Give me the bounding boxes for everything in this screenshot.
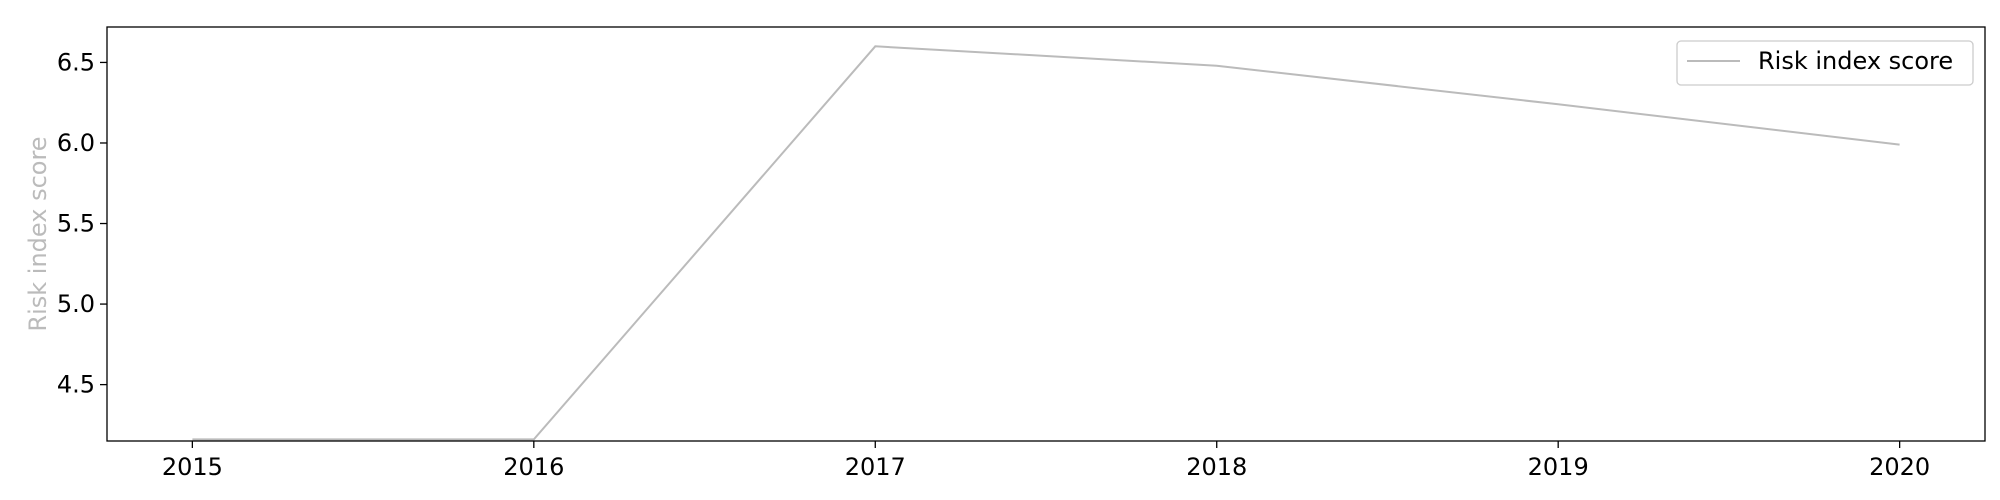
x-tick-label: 2019 xyxy=(1528,453,1589,481)
y-axis-title: Risk index score xyxy=(24,136,52,331)
x-tick-label: 2015 xyxy=(162,453,223,481)
legend: Risk index score xyxy=(1676,40,1974,86)
legend-frame xyxy=(1676,40,1974,86)
x-tick-label: 2016 xyxy=(503,453,564,481)
y-tick-label: 4.5 xyxy=(57,371,95,399)
x-tick-label: 2020 xyxy=(1869,453,1930,481)
y-tick-label: 5.0 xyxy=(57,290,95,318)
y-tick-label: 6.5 xyxy=(57,48,95,76)
series-line-risk-index-score xyxy=(192,45,1900,441)
x-tick-label: 2018 xyxy=(1186,453,1247,481)
x-tick-label: 2017 xyxy=(845,453,906,481)
x-axis-ticks: 2015 2016 2017 2018 2019 2020 xyxy=(162,441,1930,481)
legend-label: Risk index score xyxy=(1758,47,1953,75)
y-tick-label: 5.5 xyxy=(57,210,95,238)
y-tick-label: 6.0 xyxy=(57,129,95,157)
y-axis-ticks: 4.5 5.0 5.5 6.0 6.5 xyxy=(57,48,107,399)
plot-frame xyxy=(106,26,1986,442)
